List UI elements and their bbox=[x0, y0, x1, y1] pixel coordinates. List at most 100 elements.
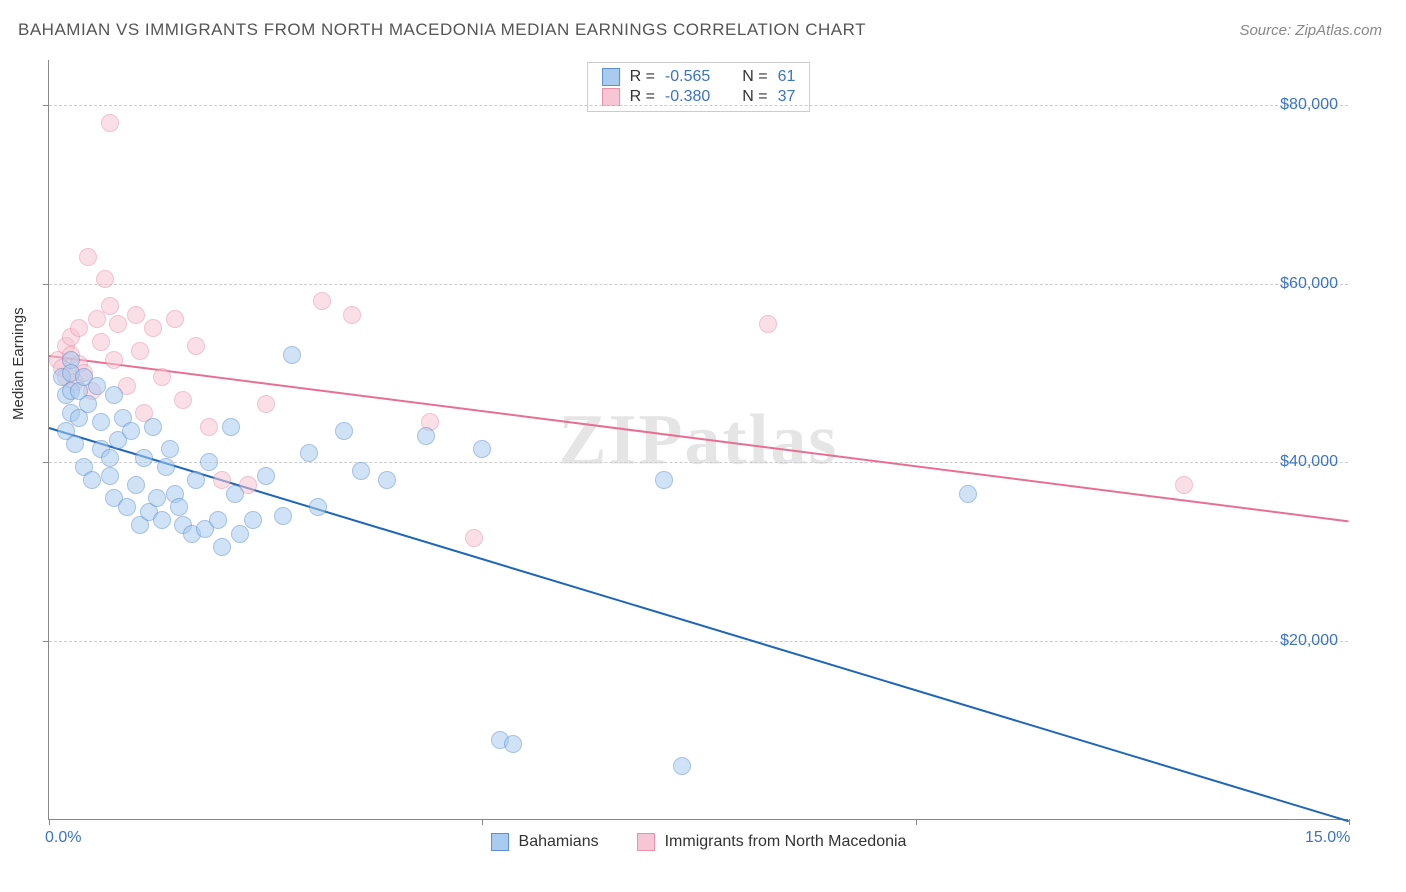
x-tick-mark bbox=[49, 819, 50, 825]
stats-row-blue: R = -0.565 N = 61 bbox=[602, 67, 796, 87]
data-point-blue bbox=[200, 453, 218, 471]
legend-swatch-pink-icon bbox=[637, 833, 655, 851]
swatch-pink-icon bbox=[602, 88, 620, 106]
data-point-pink bbox=[257, 395, 275, 413]
data-point-blue bbox=[309, 498, 327, 516]
legend-swatch-blue-icon bbox=[491, 833, 509, 851]
data-point-blue bbox=[222, 418, 240, 436]
y-tick-mark bbox=[43, 105, 49, 106]
data-point-pink bbox=[101, 114, 119, 132]
data-point-blue bbox=[157, 458, 175, 476]
data-point-blue bbox=[300, 444, 318, 462]
data-point-blue bbox=[226, 485, 244, 503]
data-point-pink bbox=[79, 248, 97, 266]
data-point-blue bbox=[83, 471, 101, 489]
y-tick-label: $80,000 bbox=[1280, 96, 1338, 114]
n-label: N = bbox=[742, 68, 767, 86]
data-point-blue bbox=[127, 476, 145, 494]
data-point-blue bbox=[92, 413, 110, 431]
data-point-blue bbox=[231, 525, 249, 543]
data-point-blue bbox=[655, 471, 673, 489]
data-point-pink bbox=[109, 315, 127, 333]
scatter-plot: ZIPatlas R = -0.565 N = 61 R = -0.380 N … bbox=[48, 60, 1348, 820]
data-point-blue bbox=[335, 422, 353, 440]
y-tick-mark bbox=[43, 641, 49, 642]
data-point-blue bbox=[148, 489, 166, 507]
gridline bbox=[49, 105, 1348, 106]
r-label: R = bbox=[630, 68, 655, 86]
y-tick-label: $40,000 bbox=[1280, 453, 1338, 471]
swatch-blue-icon bbox=[602, 68, 620, 86]
data-point-pink bbox=[144, 319, 162, 337]
x-tick-label: 15.0% bbox=[1305, 829, 1350, 847]
gridline bbox=[49, 641, 1348, 642]
series-legend: Bahamians Immigrants from North Macedoni… bbox=[491, 833, 907, 851]
n-label: N = bbox=[742, 88, 767, 106]
data-point-pink bbox=[166, 310, 184, 328]
data-point-blue bbox=[122, 422, 140, 440]
y-axis-label: Median Earnings bbox=[10, 307, 27, 420]
data-point-pink bbox=[88, 310, 106, 328]
legend-label-pink: Immigrants from North Macedonia bbox=[665, 833, 907, 851]
data-point-pink bbox=[174, 391, 192, 409]
data-point-pink bbox=[313, 292, 331, 310]
n-value-pink: 37 bbox=[778, 88, 796, 106]
r-value-blue: -0.565 bbox=[665, 68, 710, 86]
data-point-blue bbox=[473, 440, 491, 458]
data-point-blue bbox=[673, 757, 691, 775]
data-point-pink bbox=[1175, 476, 1193, 494]
data-point-blue bbox=[101, 467, 119, 485]
data-point-pink bbox=[465, 529, 483, 547]
data-point-pink bbox=[96, 270, 114, 288]
data-point-blue bbox=[209, 511, 227, 529]
data-point-pink bbox=[105, 351, 123, 369]
legend-label-blue: Bahamians bbox=[519, 833, 599, 851]
data-point-blue bbox=[144, 418, 162, 436]
data-point-blue bbox=[417, 427, 435, 445]
x-tick-mark bbox=[482, 819, 483, 825]
r-value-pink: -0.380 bbox=[665, 88, 710, 106]
chart-title: BAHAMIAN VS IMMIGRANTS FROM NORTH MACEDO… bbox=[18, 20, 866, 40]
data-point-blue bbox=[105, 386, 123, 404]
data-point-blue bbox=[187, 471, 205, 489]
y-tick-mark bbox=[43, 284, 49, 285]
r-label: R = bbox=[630, 88, 655, 106]
data-point-pink bbox=[127, 306, 145, 324]
data-point-pink bbox=[759, 315, 777, 333]
data-point-blue bbox=[79, 395, 97, 413]
data-point-blue bbox=[118, 498, 136, 516]
data-point-blue bbox=[283, 346, 301, 364]
data-point-pink bbox=[153, 368, 171, 386]
y-tick-label: $60,000 bbox=[1280, 275, 1338, 293]
data-point-blue bbox=[352, 462, 370, 480]
data-point-blue bbox=[161, 440, 179, 458]
gridline bbox=[49, 284, 1348, 285]
data-point-blue bbox=[135, 449, 153, 467]
data-point-blue bbox=[274, 507, 292, 525]
y-tick-label: $20,000 bbox=[1280, 632, 1338, 650]
data-point-pink bbox=[200, 418, 218, 436]
data-point-pink bbox=[343, 306, 361, 324]
source-label: Source: ZipAtlas.com bbox=[1239, 22, 1382, 39]
data-point-pink bbox=[131, 342, 149, 360]
data-point-pink bbox=[70, 319, 88, 337]
data-point-blue bbox=[170, 498, 188, 516]
data-point-blue bbox=[257, 467, 275, 485]
n-value-blue: 61 bbox=[778, 68, 796, 86]
data-point-blue bbox=[153, 511, 171, 529]
gridline bbox=[49, 462, 1348, 463]
data-point-blue bbox=[244, 511, 262, 529]
y-tick-mark bbox=[43, 462, 49, 463]
data-point-blue bbox=[88, 377, 106, 395]
data-point-blue bbox=[213, 538, 231, 556]
data-point-blue bbox=[959, 485, 977, 503]
data-point-blue bbox=[66, 435, 84, 453]
data-point-blue bbox=[504, 735, 522, 753]
trend-line bbox=[49, 355, 1349, 522]
x-tick-mark bbox=[916, 819, 917, 825]
data-point-blue bbox=[101, 449, 119, 467]
data-point-blue bbox=[378, 471, 396, 489]
data-point-pink bbox=[187, 337, 205, 355]
data-point-pink bbox=[92, 333, 110, 351]
data-point-pink bbox=[101, 297, 119, 315]
